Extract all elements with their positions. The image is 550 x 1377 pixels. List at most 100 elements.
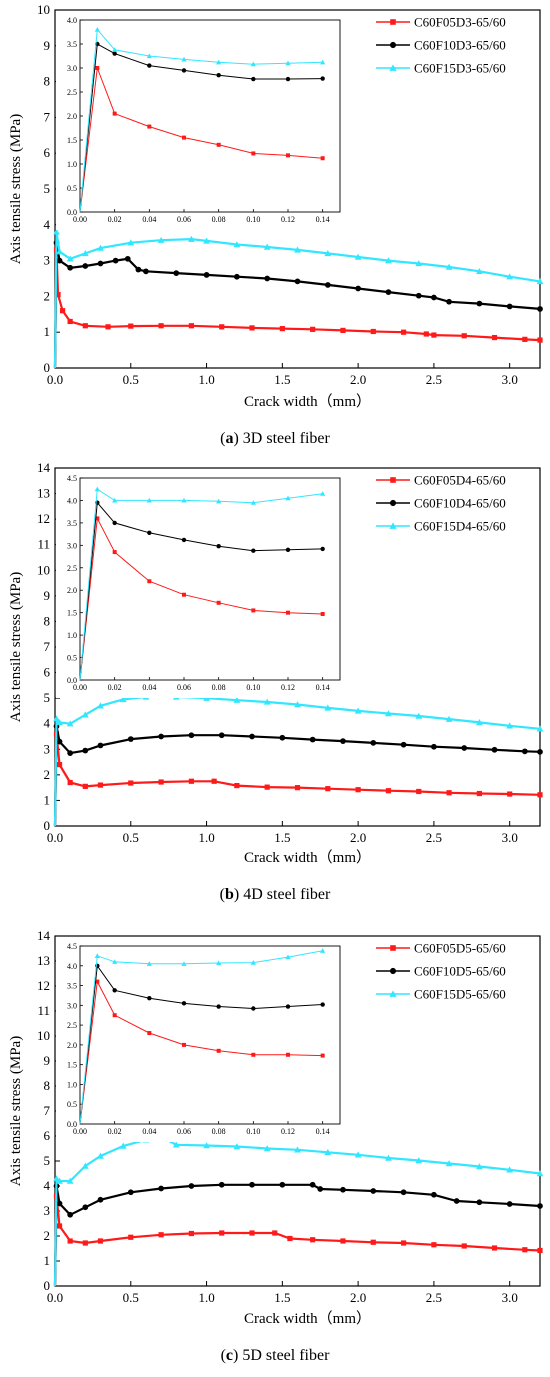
data-point bbox=[56, 248, 63, 255]
legend-marker bbox=[389, 41, 397, 49]
inset-data-point bbox=[147, 530, 152, 535]
x-axis-label: Crack width（mm） bbox=[244, 393, 371, 410]
y-tick-label: 1 bbox=[44, 1253, 51, 1268]
data-point bbox=[453, 1198, 460, 1204]
inset-x-tick-label: 0.00 bbox=[73, 683, 87, 692]
data-point bbox=[81, 711, 89, 718]
data-point bbox=[82, 1204, 89, 1211]
y-axis-label: Axis tensile stress (MPa) bbox=[8, 1036, 24, 1186]
inset-background bbox=[56, 942, 344, 1142]
series-line-C60F15D5-65/60 bbox=[53, 1137, 541, 1287]
y-tick-label: 10 bbox=[37, 1028, 50, 1043]
data-point bbox=[537, 337, 543, 343]
inset-y-tick-label: 2.5 bbox=[67, 564, 77, 573]
data-point bbox=[431, 294, 437, 301]
caption-text: 4D steel fiber bbox=[243, 886, 331, 903]
inset-data-point bbox=[181, 961, 187, 966]
x-axis-label: Crack width（mm） bbox=[244, 1310, 371, 1327]
data-point bbox=[234, 782, 240, 789]
data-point bbox=[67, 264, 74, 271]
data-point bbox=[249, 1230, 255, 1236]
y-tick-label: 2 bbox=[44, 767, 51, 782]
data-point bbox=[340, 1238, 346, 1244]
data-point bbox=[97, 244, 104, 251]
data-point bbox=[522, 1247, 528, 1253]
inset-y-tick-label: 0.5 bbox=[67, 654, 77, 663]
inset-data-point bbox=[147, 996, 152, 1001]
inset-data-point bbox=[320, 156, 325, 161]
x-tick-label: 2.0 bbox=[350, 830, 366, 845]
data-point bbox=[506, 1201, 513, 1207]
inset-x-tick-label: 0.14 bbox=[316, 683, 330, 692]
panel-caption: (a) 3D steel fiber bbox=[220, 430, 330, 447]
inset-data-point bbox=[146, 53, 152, 59]
inset-y-tick-label: 4.5 bbox=[67, 474, 77, 483]
data-point bbox=[128, 323, 134, 329]
inset-data-point bbox=[112, 520, 117, 526]
y-tick-label: 8 bbox=[44, 613, 51, 628]
inset-y-tick-label: 0.0 bbox=[67, 676, 77, 685]
data-point bbox=[263, 1145, 271, 1152]
data-point bbox=[249, 1181, 255, 1188]
data-point bbox=[415, 712, 423, 719]
inset-data-point bbox=[95, 979, 100, 984]
data-point bbox=[67, 779, 73, 786]
legend-label: C60F05D3-65/60 bbox=[414, 15, 506, 30]
data-point bbox=[340, 327, 346, 334]
data-point bbox=[66, 1177, 74, 1184]
data-point bbox=[354, 707, 362, 714]
inset-y-tick-label: 0.5 bbox=[67, 1100, 77, 1109]
data-point bbox=[67, 318, 73, 325]
data-point bbox=[119, 1142, 127, 1149]
data-point bbox=[476, 1199, 483, 1206]
data-point bbox=[157, 236, 165, 243]
inset-x-tick-label: 0.04 bbox=[142, 683, 156, 692]
inset-data-point bbox=[95, 516, 100, 521]
data-point bbox=[476, 790, 482, 797]
inset-y-tick-label: 3.0 bbox=[67, 64, 77, 73]
data-point bbox=[263, 243, 271, 250]
inset-y-tick-label: 3.5 bbox=[67, 519, 77, 528]
inset-data-point bbox=[147, 63, 152, 68]
inset-y-tick-label: 0.0 bbox=[67, 1120, 77, 1129]
inset-data-point bbox=[182, 135, 186, 140]
inset-data-point bbox=[112, 497, 118, 503]
data-point bbox=[370, 740, 377, 746]
series-line-C60F10D4-65/60 bbox=[53, 726, 541, 827]
data-point bbox=[67, 750, 74, 756]
data-point bbox=[81, 250, 89, 257]
inset-frame bbox=[79, 477, 341, 681]
data-point bbox=[475, 719, 483, 726]
caption-paren-open: ( bbox=[220, 886, 225, 903]
inset-chart: 0.0 0.5 1.0 1.5 2.0 2.5 3.0 3.5 4.0 4.5 0.00 0.02 0.… bbox=[56, 474, 344, 698]
data-point bbox=[400, 1189, 407, 1196]
x-tick-label: 2.5 bbox=[426, 1290, 442, 1305]
data-point bbox=[66, 720, 74, 727]
caption-text: 3D steel fiber bbox=[243, 430, 331, 447]
data-point bbox=[370, 328, 376, 335]
caption-letter: a bbox=[225, 430, 233, 447]
inset-data-point bbox=[251, 76, 256, 82]
data-point bbox=[188, 732, 195, 739]
x-tick-label: 0.0 bbox=[47, 1290, 63, 1305]
data-point bbox=[294, 701, 301, 708]
x-tick-label: 1.5 bbox=[274, 1290, 290, 1305]
data-point bbox=[461, 1243, 467, 1249]
y-tick-label: 9 bbox=[44, 38, 51, 53]
inset-data-point bbox=[112, 111, 117, 116]
x-tick-label: 1.0 bbox=[198, 1290, 214, 1305]
legend-label: C60F15D5-65/60 bbox=[414, 987, 506, 1002]
data-point bbox=[97, 702, 104, 709]
data-point bbox=[324, 1148, 332, 1155]
series-line-C60F05D5-65/60 bbox=[53, 1195, 541, 1287]
data-point bbox=[446, 298, 452, 305]
caption-paren-close: ) bbox=[233, 1347, 242, 1364]
inset-data-point bbox=[216, 1004, 221, 1009]
y-tick-label: 9 bbox=[44, 588, 51, 603]
data-point bbox=[446, 790, 452, 796]
x-axis-label: Crack width（mm） bbox=[244, 849, 371, 866]
y-tick-label: 8 bbox=[44, 1078, 51, 1093]
inset-x-tick-label: 0.14 bbox=[316, 1127, 330, 1136]
